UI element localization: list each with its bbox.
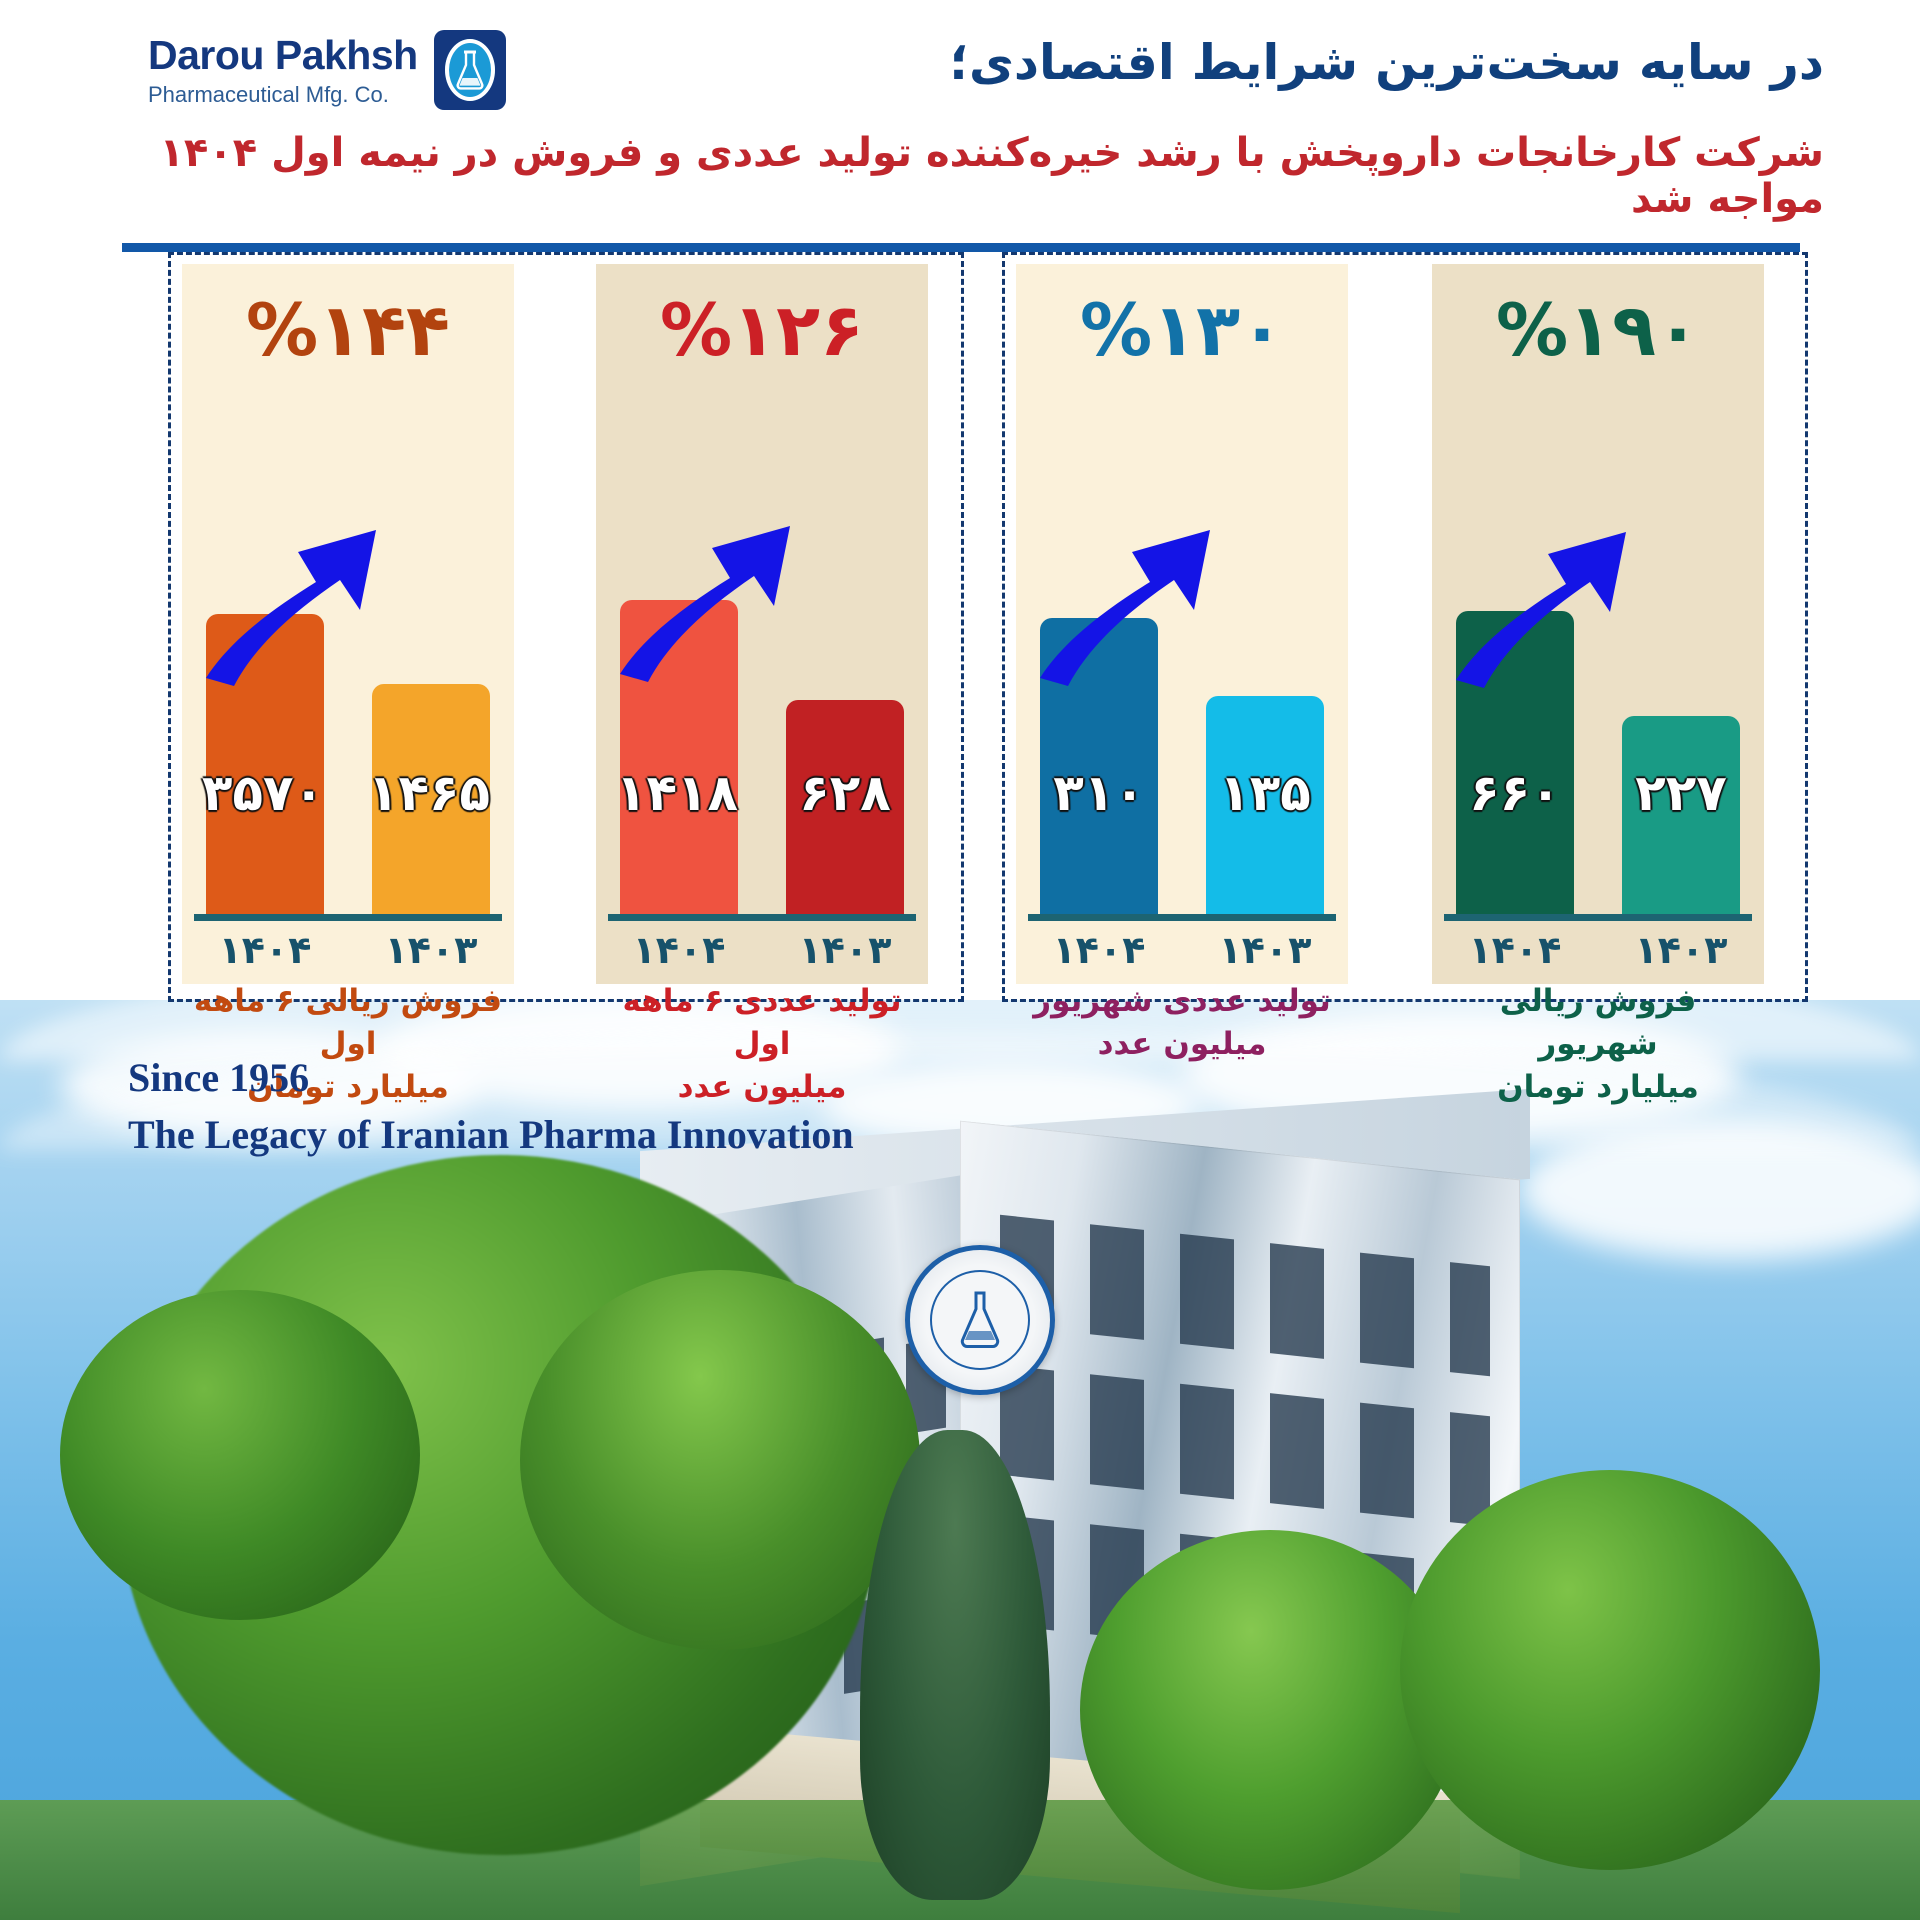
logo-oval-shape xyxy=(444,39,495,101)
tagline-block: Since 1956 The Legacy of Iranian Pharma … xyxy=(128,1050,854,1164)
x-tick-1403: ۱۴۰۳ xyxy=(798,928,892,972)
axis-line xyxy=(194,914,502,921)
caption-unit: میلیارد تومان xyxy=(247,1068,449,1105)
x-tick-1403: ۱۴۰۳ xyxy=(1634,928,1728,972)
x-tick-1403: ۱۴۰۳ xyxy=(384,928,478,972)
x-tick-1403: ۱۴۰۳ xyxy=(1218,928,1312,972)
panel-caption: تولید عددی شهریور میلیون عدد xyxy=(1022,980,1342,1066)
chart-group-shahrivar xyxy=(1002,252,1808,1002)
bar-value-label: ۳۵۷۰ xyxy=(201,764,324,822)
bar-year-1403: ۶۲۸ xyxy=(786,700,904,914)
bar-value-label: ۱۴۱۸ xyxy=(615,764,738,822)
caption-title: فروش ریالی ۶ ماهه اول xyxy=(193,983,503,1062)
caption-title: فروش ریالی شهریور xyxy=(1499,983,1697,1062)
x-axis-labels: ۱۴۰۳ ۱۴۰۴ xyxy=(1040,928,1324,984)
panel-caption: فروش ریالی ۶ ماهه اول میلیارد تومان xyxy=(188,980,508,1108)
company-seal-icon xyxy=(905,1245,1055,1395)
axis-line xyxy=(1028,914,1336,921)
caption-unit: میلیارد تومان xyxy=(1497,1068,1699,1105)
chart-panel-sales-shahrivar: %۱۹۰ ۲۲۷ ۶۶۰ ۱۴۰۳ ۱۴۰۴ فر xyxy=(1432,264,1764,1105)
bar-value-label: ۶۶۰ xyxy=(1469,764,1561,822)
bar-year-1403: ۱۳۵ xyxy=(1206,696,1324,914)
chart-panel-production-shahrivar: %۱۳۰ ۱۳۵ ۳۱۰ ۱۴۰۳ ۱۴۰۴ تو xyxy=(1016,264,1348,1062)
charts-region: %۱۴۴ ۱۴۶۵ ۳۵۷۰ ۱۴۰۳ ۱۴۰۴ xyxy=(0,252,1920,1105)
tree-large-lump xyxy=(60,1290,420,1620)
x-tick-1404: ۱۴۰۴ xyxy=(1468,928,1562,972)
axis-line xyxy=(1444,914,1752,921)
bar-year-1404: ۳۵۷۰ xyxy=(201,614,324,914)
plot-area: ۲۲۷ ۶۶۰ xyxy=(1432,264,1764,914)
caption-unit: میلیون عدد xyxy=(677,1068,847,1105)
x-axis-labels: ۱۴۰۳ ۱۴۰۴ xyxy=(1456,928,1740,984)
bar-year-1404: ۱۴۱۸ xyxy=(615,600,738,914)
growth-percentage-label: %۱۲۶ xyxy=(660,288,865,372)
x-axis-labels: ۱۴۰۳ ۱۴۰۴ xyxy=(206,928,490,984)
tree-small xyxy=(1400,1470,1820,1870)
chart-panel-production-h1: %۱۲۶ ۶۲۸ ۱۴۱۸ ۱۴۰۳ ۱۴۰۴ ت xyxy=(596,264,928,1105)
cloud-band xyxy=(0,1000,1920,1060)
tree-large-lump xyxy=(520,1270,920,1650)
tree-conifer xyxy=(860,1430,1050,1900)
flask-icon xyxy=(455,50,485,90)
bar-year-1404: ۶۶۰ xyxy=(1456,611,1574,914)
bar-year-1403: ۲۲۷ xyxy=(1622,716,1740,914)
logo-mark-icon xyxy=(433,30,506,110)
bars-container: ۶۲۸ ۱۴۱۸ xyxy=(615,264,904,914)
chart-group-half-year xyxy=(168,252,964,1002)
headline-primary: در سایه سخت‌ترین شرایط اقتصادی؛ xyxy=(949,34,1825,91)
bar-year-1403: ۱۴۶۵ xyxy=(367,684,490,914)
growth-percentage-label: %۱۳۰ xyxy=(1080,288,1285,372)
header-divider xyxy=(122,243,1800,252)
bars-container: ۲۲۷ ۶۶۰ xyxy=(1456,264,1740,914)
tree-medium xyxy=(1080,1530,1460,1890)
growth-percentage-label: %۱۴۴ xyxy=(246,288,451,372)
bars-container: ۱۳۵ ۳۱۰ xyxy=(1040,264,1324,914)
brand-name: Darou Pakhsh xyxy=(148,31,418,78)
seal-inner-ring xyxy=(930,1270,1030,1370)
bar-value-label: ۱۳۵ xyxy=(1219,764,1311,822)
tagline-line-2: The Legacy of Iranian Pharma Innovation xyxy=(128,1111,854,1157)
brand-logo: Darou Pakhsh Pharmaceutical Mfg. Co. xyxy=(148,30,506,110)
bar-year-1404: ۳۱۰ xyxy=(1040,618,1158,914)
panel-caption: تولید عددی ۶ ماهه اول میلیون عدد xyxy=(602,980,922,1108)
bars-container: ۱۴۶۵ ۳۵۷۰ xyxy=(201,264,490,914)
caption-title: تولید عددی ۶ ماهه اول xyxy=(622,983,902,1062)
tagline-line-1: Since 1956 xyxy=(128,1055,310,1100)
cloud-shape xyxy=(1520,1120,1920,1260)
bar-value-label: ۱۴۶۵ xyxy=(367,764,490,822)
chart-panel-sales-h1: %۱۴۴ ۱۴۶۵ ۳۵۷۰ ۱۴۰۳ ۱۴۰۴ xyxy=(182,264,514,1105)
bar-value-label: ۲۲۷ xyxy=(1635,764,1727,822)
caption-unit: میلیون عدد xyxy=(1097,1025,1267,1062)
header-bar: Darou Pakhsh Pharmaceutical Mfg. Co. در … xyxy=(0,0,1920,236)
x-tick-1404: ۱۴۰۴ xyxy=(1052,928,1146,972)
brand-text: Darou Pakhsh Pharmaceutical Mfg. Co. xyxy=(148,31,418,107)
brand-subtitle: Pharmaceutical Mfg. Co. xyxy=(148,81,389,107)
axis-line xyxy=(608,914,916,921)
bar-value-label: ۳۱۰ xyxy=(1053,764,1145,822)
x-tick-1404: ۱۴۰۴ xyxy=(218,928,312,972)
plot-area: ۶۲۸ ۱۴۱۸ xyxy=(596,264,928,914)
growth-percentage-label: %۱۹۰ xyxy=(1496,288,1701,372)
plot-area: ۱۳۵ ۳۱۰ xyxy=(1016,264,1348,914)
x-axis-labels: ۱۴۰۳ ۱۴۰۴ xyxy=(620,928,904,984)
bar-value-label: ۶۲۸ xyxy=(799,764,891,822)
panel-caption: فروش ریالی شهریور میلیارد تومان xyxy=(1438,980,1758,1108)
plot-area: ۱۴۶۵ ۳۵۷۰ xyxy=(182,264,514,914)
headline-secondary: شرکت کارخانجات داروپخش با رشد خیره‌کننده… xyxy=(159,130,1825,222)
x-tick-1404: ۱۴۰۴ xyxy=(632,928,726,972)
caption-title: تولید عددی شهریور xyxy=(1033,983,1331,1019)
